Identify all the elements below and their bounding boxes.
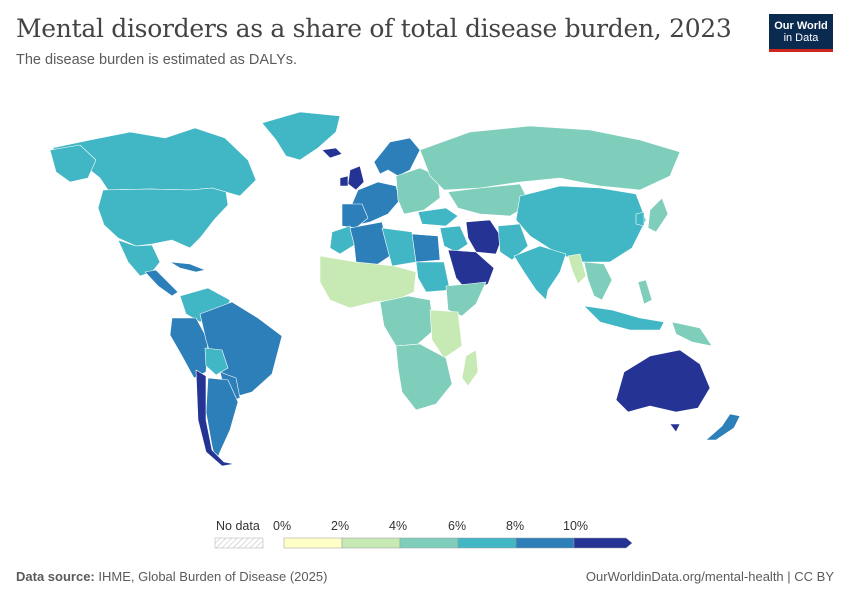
logo-line-2: in Data <box>783 32 819 44</box>
legend-no-data-label: No data <box>216 519 260 533</box>
legend-swatch-3 <box>457 537 517 549</box>
legend-tick-8: 8% <box>506 519 525 533</box>
legend-tick-6: 6% <box>448 519 467 533</box>
region-australia[interactable] <box>615 349 711 413</box>
chart-subtitle: The disease burden is estimated as DALYs… <box>16 52 298 68</box>
data-source-text[interactable]: IHME, Global Burden of Disease (2025) <box>98 569 328 584</box>
region-philippines[interactable] <box>637 279 653 305</box>
region-turkey[interactable] <box>417 207 459 227</box>
region-argentina[interactable] <box>205 377 239 463</box>
no-data-swatch <box>214 537 264 549</box>
region-japan[interactable] <box>647 197 669 233</box>
owid-logo[interactable]: Our World in Data <box>769 14 833 52</box>
region-morocco[interactable] <box>329 225 357 255</box>
region-united-kingdom[interactable] <box>347 165 365 191</box>
region-iberia[interactable] <box>341 203 369 229</box>
region-pakistan[interactable] <box>497 223 529 261</box>
region-papua-new-guinea[interactable] <box>671 321 713 347</box>
region-scandinavia[interactable] <box>373 137 421 177</box>
legend-swatch-2 <box>399 537 459 549</box>
region-caribbean[interactable] <box>169 261 206 273</box>
world-map[interactable] <box>0 95 850 485</box>
region-ireland[interactable] <box>339 175 349 187</box>
region-southeast-asia[interactable] <box>583 261 613 301</box>
region-myanmar[interactable] <box>567 253 587 285</box>
region-bolivia[interactable] <box>204 347 229 376</box>
legend-tick-10: 10% <box>563 519 589 533</box>
region-russia[interactable] <box>419 125 681 191</box>
legend-tick-4: 4% <box>389 519 408 533</box>
data-source: Data source: IHME, Global Burden of Dise… <box>16 569 327 584</box>
region-peru[interactable] <box>169 317 209 379</box>
region-india[interactable] <box>513 245 567 301</box>
region-united-states[interactable] <box>97 187 229 249</box>
legend-swatch-1 <box>341 537 401 549</box>
region-new-zealand[interactable] <box>705 413 741 441</box>
region-egypt[interactable] <box>411 233 441 263</box>
region-china[interactable] <box>515 185 647 263</box>
legend-swatch-5 <box>573 537 633 549</box>
region-chile[interactable] <box>195 369 235 467</box>
region-iran[interactable] <box>465 219 503 255</box>
region-greenland[interactable] <box>261 111 341 161</box>
region-eastern-europe[interactable] <box>395 167 441 215</box>
region-korea[interactable] <box>635 211 645 227</box>
region-southern-africa[interactable] <box>395 343 453 411</box>
region-east-africa[interactable] <box>429 309 463 359</box>
legend-tick-0: 0% <box>273 519 292 533</box>
region-mexico[interactable] <box>117 239 161 277</box>
data-source-prefix: Data source: <box>16 569 95 584</box>
region-saudi-arabia[interactable] <box>447 249 495 293</box>
region-iceland[interactable] <box>321 147 343 159</box>
chart-title: Mental disorders as a share of total dis… <box>16 14 732 43</box>
region-canada[interactable] <box>51 127 257 197</box>
region-central-africa[interactable] <box>379 295 435 347</box>
region-tasmania[interactable] <box>669 423 681 433</box>
region-middle-east[interactable] <box>439 225 469 253</box>
legend-swatch-0 <box>283 537 343 549</box>
region-indonesia[interactable] <box>583 305 665 331</box>
region-madagascar[interactable] <box>461 349 479 387</box>
footer-url[interactable]: OurWorldinData.org/mental-health | CC BY <box>585 569 834 584</box>
region-alaska[interactable] <box>49 144 97 183</box>
region-sudan[interactable] <box>415 261 451 293</box>
logo-line-1: Our World <box>774 20 828 32</box>
region-ethiopia-somalia[interactable] <box>445 281 487 317</box>
legend-swatch-4 <box>515 537 575 549</box>
region-central-america[interactable] <box>144 269 179 297</box>
region-libya[interactable] <box>381 227 417 267</box>
legend-tick-2: 2% <box>331 519 350 533</box>
